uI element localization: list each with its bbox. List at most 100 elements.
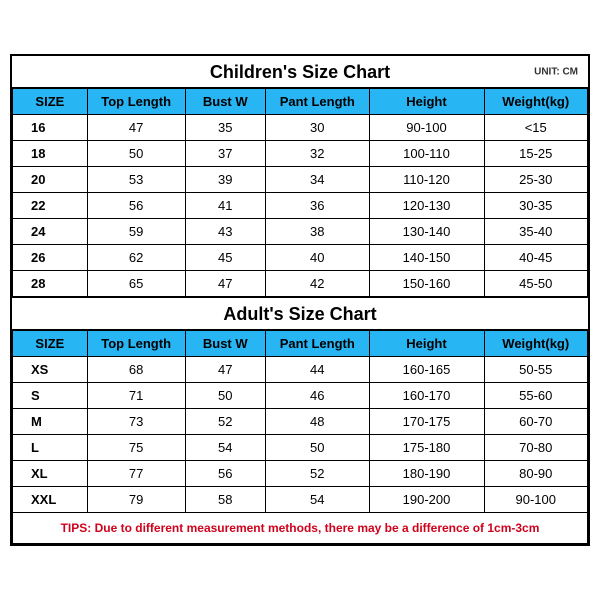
table-cell: 28 [13, 271, 88, 297]
table-cell: 190-200 [369, 487, 484, 513]
table-cell: 24 [13, 219, 88, 245]
table-cell: 170-175 [369, 409, 484, 435]
table-cell: S [13, 383, 88, 409]
table-row: XS684744160-16550-55 [13, 357, 588, 383]
table-cell: 80-90 [484, 461, 588, 487]
table-row: 18503732100-11015-25 [13, 141, 588, 167]
col-size: SIZE [13, 89, 88, 115]
table-cell: 53 [87, 167, 185, 193]
table-cell: 50 [185, 383, 266, 409]
table-cell: 160-170 [369, 383, 484, 409]
table-cell: 54 [185, 435, 266, 461]
table-cell: 25-30 [484, 167, 588, 193]
table-cell: 175-180 [369, 435, 484, 461]
table-cell: 52 [266, 461, 370, 487]
table-cell: 52 [185, 409, 266, 435]
table-cell: 75 [87, 435, 185, 461]
table-cell: 34 [266, 167, 370, 193]
table-cell: 150-160 [369, 271, 484, 297]
table-cell: 43 [185, 219, 266, 245]
table-cell: XXL [13, 487, 88, 513]
table-cell: 58 [185, 487, 266, 513]
table-cell: 90-100 [369, 115, 484, 141]
col-weight: Weight(kg) [484, 89, 588, 115]
table-cell: 55-60 [484, 383, 588, 409]
table-cell: 70-80 [484, 435, 588, 461]
table-row: S715046160-17055-60 [13, 383, 588, 409]
table-cell: 68 [87, 357, 185, 383]
table-cell: 54 [266, 487, 370, 513]
table-cell: 42 [266, 271, 370, 297]
table-cell: 22 [13, 193, 88, 219]
table-cell: 35 [185, 115, 266, 141]
table-cell: 50 [266, 435, 370, 461]
table-cell: 77 [87, 461, 185, 487]
children-size-table: SIZE Top Length Bust W Pant Length Heigh… [12, 88, 588, 297]
table-cell: 160-165 [369, 357, 484, 383]
table-row: 26624540140-15040-45 [13, 245, 588, 271]
table-cell: 40-45 [484, 245, 588, 271]
table-cell: 40 [266, 245, 370, 271]
table-cell: 44 [266, 357, 370, 383]
table-cell: 120-130 [369, 193, 484, 219]
tips-text: TIPS: Due to different measurement metho… [13, 513, 588, 544]
adult-title-row: Adult's Size Chart [12, 297, 588, 330]
col-height: Height [369, 89, 484, 115]
table-row: 28654742150-16045-50 [13, 271, 588, 297]
table-cell: 73 [87, 409, 185, 435]
table-row: M735248170-17560-70 [13, 409, 588, 435]
table-cell: 37 [185, 141, 266, 167]
table-cell: 100-110 [369, 141, 484, 167]
table-cell: XS [13, 357, 88, 383]
table-cell: 30 [266, 115, 370, 141]
col-pant: Pant Length [266, 89, 370, 115]
table-cell: M [13, 409, 88, 435]
table-cell: 110-120 [369, 167, 484, 193]
children-header-row: SIZE Top Length Bust W Pant Length Heigh… [13, 89, 588, 115]
table-cell: XL [13, 461, 88, 487]
table-cell: 79 [87, 487, 185, 513]
col-height: Height [369, 331, 484, 357]
table-row: 20533934110-12025-30 [13, 167, 588, 193]
size-chart-container: Children's Size Chart UNIT: CM SIZE Top … [10, 54, 590, 546]
table-cell: 180-190 [369, 461, 484, 487]
table-row: L755450175-18070-80 [13, 435, 588, 461]
table-cell: 59 [87, 219, 185, 245]
table-cell: 65 [87, 271, 185, 297]
col-pant: Pant Length [266, 331, 370, 357]
table-cell: 56 [185, 461, 266, 487]
table-cell: 26 [13, 245, 88, 271]
table-cell: 45 [185, 245, 266, 271]
col-weight: Weight(kg) [484, 331, 588, 357]
adult-size-table: SIZE Top Length Bust W Pant Length Heigh… [12, 330, 588, 544]
table-cell: 60-70 [484, 409, 588, 435]
col-top: Top Length [87, 89, 185, 115]
table-cell: 35-40 [484, 219, 588, 245]
table-cell: 41 [185, 193, 266, 219]
table-cell: 50 [87, 141, 185, 167]
children-title: Children's Size Chart [210, 62, 390, 82]
table-cell: 39 [185, 167, 266, 193]
table-cell: 15-25 [484, 141, 588, 167]
table-cell: 47 [185, 271, 266, 297]
table-cell: 38 [266, 219, 370, 245]
col-bust: Bust W [185, 331, 266, 357]
table-cell: 50-55 [484, 357, 588, 383]
table-cell: 20 [13, 167, 88, 193]
table-row: 1647353090-100<15 [13, 115, 588, 141]
table-cell: 140-150 [369, 245, 484, 271]
table-cell: 45-50 [484, 271, 588, 297]
tips-row: TIPS: Due to different measurement metho… [13, 513, 588, 544]
table-cell: L [13, 435, 88, 461]
table-cell: 46 [266, 383, 370, 409]
col-top: Top Length [87, 331, 185, 357]
table-row: 24594338130-14035-40 [13, 219, 588, 245]
unit-label: UNIT: CM [534, 66, 578, 77]
table-cell: 47 [87, 115, 185, 141]
adult-header-row: SIZE Top Length Bust W Pant Length Heigh… [13, 331, 588, 357]
table-cell: 16 [13, 115, 88, 141]
table-cell: 18 [13, 141, 88, 167]
table-cell: 90-100 [484, 487, 588, 513]
table-row: XL775652180-19080-90 [13, 461, 588, 487]
col-size: SIZE [13, 331, 88, 357]
